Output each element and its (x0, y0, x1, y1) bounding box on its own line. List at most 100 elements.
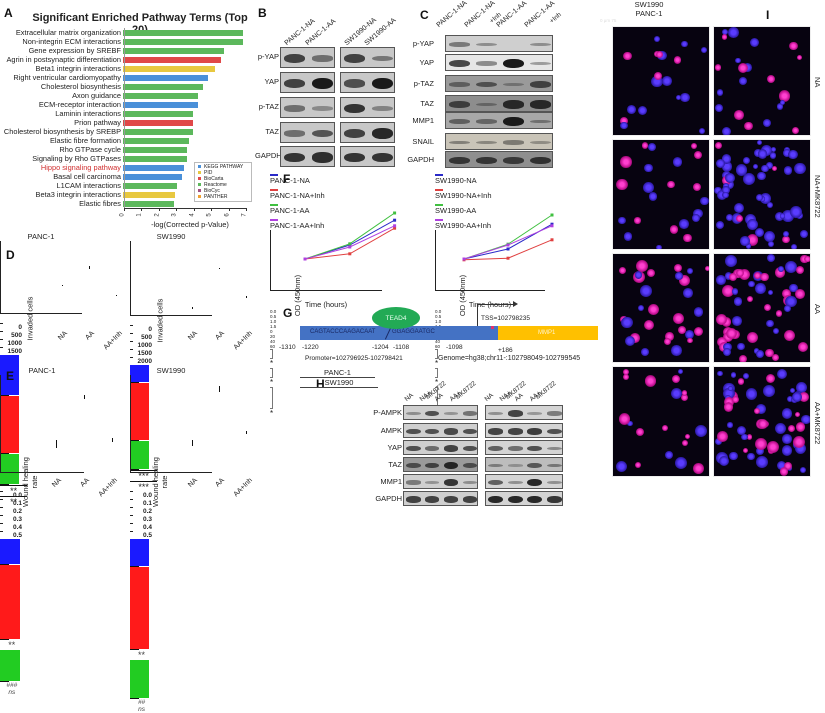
cell (680, 394, 689, 402)
western-blot-h: PANC-1 SW1990 NA NA+ MK8722 AA AA+ MK8722 NA NA+ M… (300, 368, 600, 506)
y-tick-mark (0, 491, 3, 492)
cell (799, 467, 807, 474)
panel-label-d: D (6, 248, 15, 262)
cell (701, 46, 707, 53)
x-tick-label: 3 (171, 213, 178, 217)
x-tick-mark (141, 208, 143, 211)
cell (640, 284, 652, 297)
significance-bracket (130, 481, 158, 483)
y-axis-label: Wound healing rate (151, 457, 169, 507)
protein-band (311, 152, 333, 163)
y-tick-mark (130, 341, 133, 342)
cell (756, 349, 765, 359)
significance-marker: * (270, 378, 274, 387)
protein-band (311, 77, 333, 90)
y-tick-mark (0, 323, 3, 324)
cell (618, 413, 631, 425)
cell (768, 241, 775, 248)
y-axis-label: OD (450nm) (293, 274, 302, 317)
x-tick-mark (176, 208, 178, 211)
protein-band (527, 478, 543, 487)
cell (788, 149, 798, 159)
cell (719, 455, 730, 466)
panel-a-x-ticks: 0 1 2 3 4 5 6 7 (0, 208, 260, 228)
cell (735, 215, 743, 223)
cell (785, 295, 797, 308)
panel-a-y-axis (124, 28, 125, 210)
blot-strip (280, 146, 335, 167)
error-cap (130, 469, 139, 471)
pathway-bar (123, 47, 225, 54)
cell (721, 161, 733, 172)
pathway-bar (123, 38, 244, 45)
y-axis-label: Invaded cells (25, 296, 35, 341)
blot-strip (340, 122, 395, 143)
error-bar (246, 295, 248, 298)
cell (755, 438, 768, 451)
cell (734, 203, 745, 214)
protein-band (476, 119, 497, 124)
x-tick-label: 0 (119, 213, 126, 217)
protein-band (371, 128, 393, 139)
immunofluorescence-grid: SW1990 PANC-1 NA NA+MK8722 AA AA+MK8722 0 μm 7… (600, 0, 825, 501)
blot-strip (445, 75, 553, 92)
significance-marker: ### (6, 681, 18, 689)
pathway-row: Non-integrin ECM interactions (0, 37, 244, 46)
x-tick-label: AA (214, 330, 227, 342)
significance-marker: ** (138, 649, 146, 660)
cell (680, 40, 688, 48)
lane-label: NA (403, 391, 415, 403)
blot-strip (445, 112, 553, 129)
protein-band (546, 495, 562, 504)
cell (801, 414, 810, 425)
pathway-bar (123, 128, 193, 135)
y-tick-mark (0, 331, 3, 332)
pathway-term: Beta1 integrin interactions (35, 64, 121, 73)
cell (763, 231, 775, 243)
cell (675, 272, 683, 280)
legend-label: PANC-1-NA+Inh (270, 191, 325, 200)
cell (717, 370, 723, 376)
legend-swatch (435, 204, 443, 206)
cell (716, 275, 726, 285)
protein-band (425, 428, 440, 435)
pathway-term: Cholesterol biosynthesis by SREBP (3, 127, 121, 136)
y-tick-label: 500 (141, 334, 152, 341)
cell (747, 331, 759, 343)
pathway-row: Basal cell carcinoma (0, 172, 183, 181)
cell (779, 100, 785, 106)
protein-band (344, 152, 366, 163)
cell (672, 157, 683, 167)
blot-strip (485, 457, 563, 472)
row-label: p-TAZ (258, 102, 279, 111)
significance-bracket (435, 368, 438, 378)
legend-label: PANC-1-AA+Inh (270, 221, 325, 230)
cell (794, 411, 801, 418)
cell (670, 387, 683, 399)
cell (771, 146, 777, 152)
panel-a-x-label: -log(Corrected p-Value) (151, 220, 229, 229)
cell (699, 127, 706, 134)
protein-band (311, 129, 333, 138)
cell (734, 110, 744, 120)
x-tick-label: 60 (270, 344, 276, 349)
cell (737, 378, 745, 385)
cell (638, 105, 648, 115)
blot-strip (403, 457, 478, 472)
protein-band (406, 462, 421, 469)
error-bar (218, 267, 220, 269)
cell (756, 404, 766, 415)
legend-swatch (198, 177, 201, 181)
protein-band (462, 428, 477, 435)
panel-label-b: B (258, 6, 267, 20)
pathway-row: Laminin interactions (0, 109, 193, 118)
cell (721, 29, 728, 36)
row-label: GAPDH (407, 155, 434, 164)
cell (650, 75, 663, 88)
row-label: YAP (264, 77, 279, 86)
protein-band (406, 411, 421, 416)
y-tick-label: 0 (148, 326, 152, 333)
cell (721, 126, 732, 135)
error-bar (88, 266, 90, 269)
cell (769, 152, 777, 160)
